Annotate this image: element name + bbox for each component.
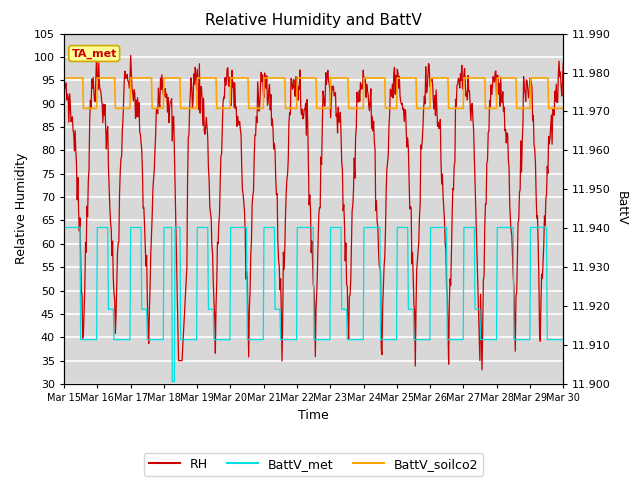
Y-axis label: Relative Humidity: Relative Humidity [15,153,28,264]
Text: TA_met: TA_met [72,48,117,59]
X-axis label: Time: Time [298,408,329,421]
Y-axis label: BattV: BattV [615,192,628,226]
Legend: RH, BattV_met, BattV_soilco2: RH, BattV_met, BattV_soilco2 [144,453,483,476]
Title: Relative Humidity and BattV: Relative Humidity and BattV [205,13,422,28]
